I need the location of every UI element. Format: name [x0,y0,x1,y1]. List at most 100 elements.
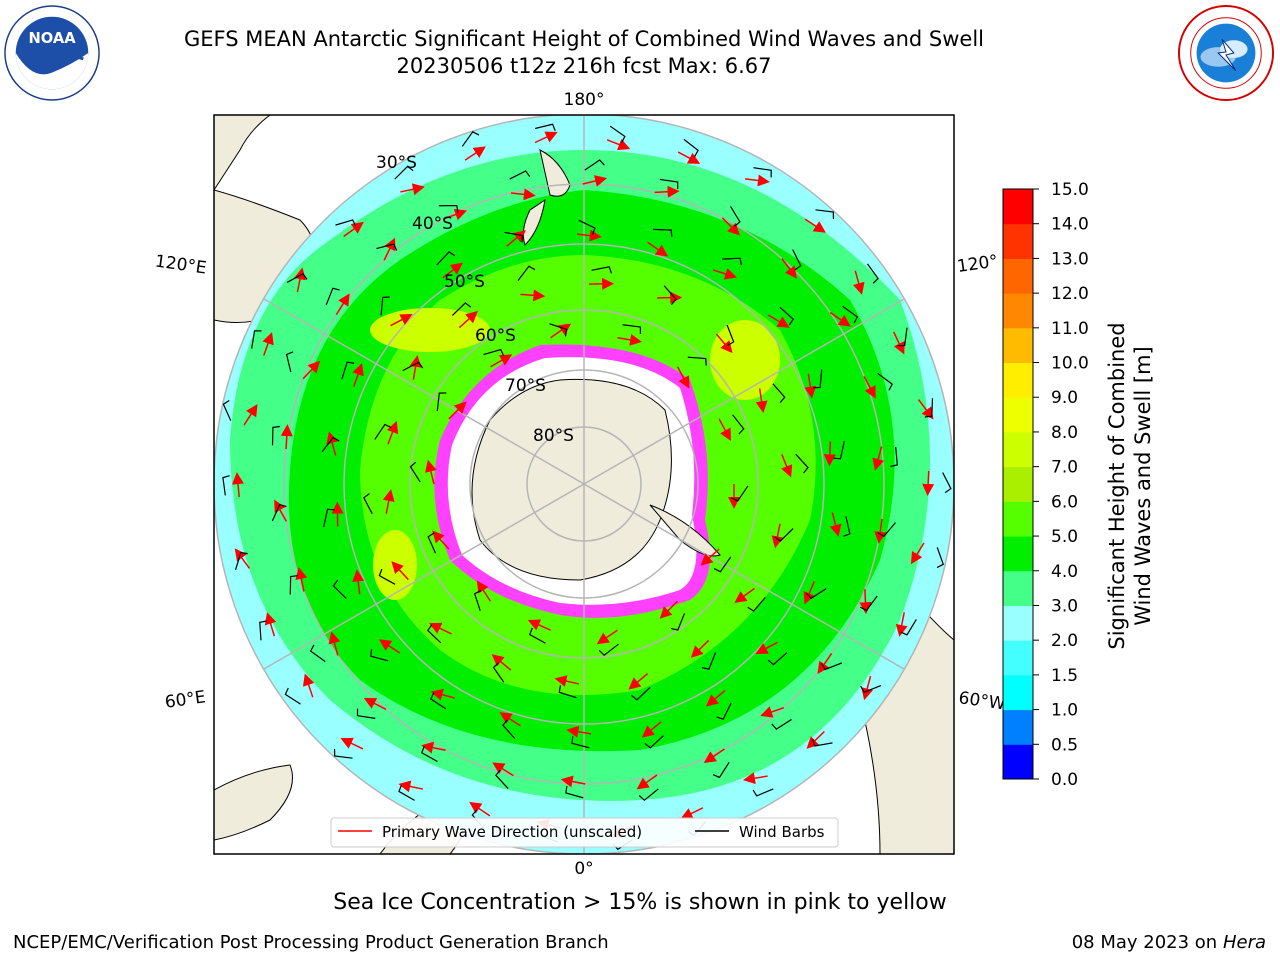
colorbar-tick-label: 15.0 [1051,180,1089,200]
colorbar-tick-label: 2.0 [1051,631,1078,651]
wind-barb [430,692,447,710]
wave-direction-arrow [264,612,277,637]
wind-barb [670,613,686,631]
wind-barb [813,369,823,389]
wind-barb [398,784,415,801]
wind-barb [792,249,802,271]
wave-direction-arrow [363,697,387,711]
wind-barb [771,718,792,730]
wind-barb [289,575,298,595]
colorbar-tick-label: 7.0 [1051,458,1078,478]
wave-direction-arrow [527,619,551,631]
colorbar-segment [1003,709,1033,745]
wave-direction-arrow [390,314,413,327]
wave-direction-arrow [781,258,797,279]
wave-direction-arrow [715,333,733,354]
colorbar-segment [1003,744,1033,780]
lat-label-40s: 40°S [412,214,453,234]
wind-barb [659,178,679,189]
wave-direction-arrow [922,470,935,496]
wind-barb [767,652,788,666]
wind-barb [860,684,882,693]
wave-direction-arrow [510,188,536,201]
wave-direction-arrow [806,730,825,749]
wind-barb [726,324,735,346]
wave-direction-arrow [817,652,833,675]
wave-direction-arrow [910,542,925,565]
wind-barb [730,206,741,227]
wave-direction-arrow [742,772,768,785]
wind-barb [421,745,438,763]
wind-barb [571,736,590,749]
wave-direction-arrow [295,567,308,592]
wind-barb [341,361,355,380]
wave-direction-arrow [391,561,409,581]
colorbar-tick-label: 10.0 [1051,354,1089,374]
colorbar-segment [1003,640,1033,676]
colorbar-tick-label: 11.0 [1051,319,1089,339]
wind-barb [251,330,262,349]
wave-direction-arrow [234,548,251,569]
lat-label-50s: 50°S [444,272,485,292]
wave-direction-arrow [490,354,513,368]
colorbar-segment [1003,258,1033,294]
wave-direction-arrow [771,523,784,549]
wave-direction-arrow [863,376,876,399]
colorbar-segment [1003,570,1033,606]
colorbar-segment [1003,674,1033,711]
wind-barb [438,204,459,213]
wind-barb [323,508,335,528]
wind-barb [731,485,749,502]
wave-direction-arrow [232,472,244,498]
wave-direction-arrow [721,217,740,236]
wind-barb [687,356,707,366]
colorbar-tick-label: 14.0 [1051,215,1089,235]
colorbar-segment [1003,466,1033,502]
wave-direction-arrow [636,774,658,790]
wind-barb [492,662,505,683]
lon-label-60e: 60°E [164,687,207,712]
wave-direction-arrow [641,721,662,738]
wind-barb [631,686,651,701]
wind-barb [394,165,414,180]
wave-direction-arrow [647,241,669,257]
wave-direction-arrow [499,712,521,727]
colorbar-tick-label: 0.5 [1051,735,1078,755]
wind-barb [753,167,772,178]
wind-barb [370,649,389,662]
wind-barb [517,265,536,281]
wind-barb [772,383,786,403]
wind-barb [859,595,878,612]
lon-label-120e: 120°E [154,252,208,279]
wind-barb [722,257,743,266]
wind-barb [284,687,301,705]
wave-direction-arrow [554,675,580,687]
wind-barb [374,423,392,440]
wind-barb [321,436,340,453]
colorbar: 15.0 14.0 13.0 12.0 11.0 10.0 9.0 8.0 7.0 6.0 5.0 4… [1002,180,1089,790]
wind-barb [795,453,809,474]
wind-barb [900,619,917,636]
wind-barb [380,296,390,316]
colorbar-segment [1003,362,1033,398]
wave-direction-arrow [409,354,422,380]
colorbar-segment [1003,501,1033,537]
wind-barb [890,446,898,468]
nws-logo [1177,4,1275,102]
wind-barb [529,627,546,644]
colorbar-tick-label: 1.0 [1051,701,1078,721]
wave-direction-arrow [550,323,572,339]
lon-label-0: 0° [574,859,593,879]
wave-direction-arrow [654,185,680,198]
lat-label-30s: 30°S [376,153,417,173]
wave-direction-arrow [352,569,365,595]
wave-direction-arrow [606,138,631,151]
wind-barb [427,532,437,554]
wind-barb [325,287,340,306]
wave-direction-arrow [421,741,446,754]
wind-barb [833,440,845,460]
wave-direction-arrow [755,388,768,414]
wind-barb [779,306,795,326]
madagascar-landmass [214,764,293,841]
wave-direction-arrow [429,622,452,635]
